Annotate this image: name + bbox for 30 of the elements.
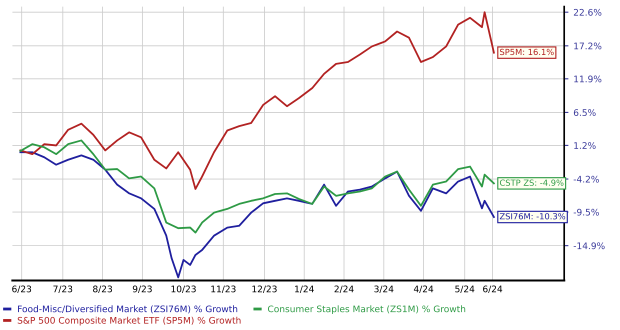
annotation: CSTP ZS: -4.9%: [500, 180, 564, 186]
y-tick-label: -9.5%: [574, 208, 599, 216]
x-tick-label: 11/23: [211, 286, 236, 294]
x-tick-label: 12/23: [252, 286, 277, 294]
y-tick-label: 11.9%: [574, 76, 602, 82]
y-tick-label: -14.9%: [574, 242, 605, 250]
legend-label: S&P 500 Composite Market ETF (SP5M) % Growth: [18, 316, 241, 326]
y-tick-label: 22.6%: [574, 8, 602, 16]
y-tick-label: -4.2%: [574, 176, 599, 183]
line-series: [19, 140, 495, 234]
y-tick-label: 6.5%: [574, 109, 596, 116]
x-tick-label: 6/24: [483, 286, 502, 294]
legend-label: Consumer Staples Market (ZS1M) % Growth: [268, 305, 466, 314]
x-tick-label: 8/23: [93, 286, 112, 294]
x-tick-label: 6/23: [12, 286, 32, 294]
x-tick-label: 1/24: [295, 286, 314, 294]
y-tick-label: 1.2%: [574, 142, 596, 149]
x-tick-label: 3/24: [374, 286, 394, 294]
line-series: [19, 151, 495, 278]
x-tick-label: 5/24: [455, 286, 474, 294]
x-tick-label: 4/24: [414, 286, 434, 294]
legend-label: Food-Misc/Diversified Market (ZSI76M) % Growth: [18, 305, 238, 314]
x-tick-label: 2/24: [334, 286, 354, 294]
y-tick-label: 17.2%: [574, 42, 602, 50]
x-tick-label: 9/23: [132, 286, 152, 294]
annotation: SP5M: 16.1%: [500, 48, 554, 56]
line-series: [19, 11, 495, 190]
x-tick-label: 7/23: [53, 286, 72, 294]
annotation: ZSI76M: -10.3%: [500, 213, 566, 220]
x-tick-label: 10/23: [171, 286, 196, 294]
